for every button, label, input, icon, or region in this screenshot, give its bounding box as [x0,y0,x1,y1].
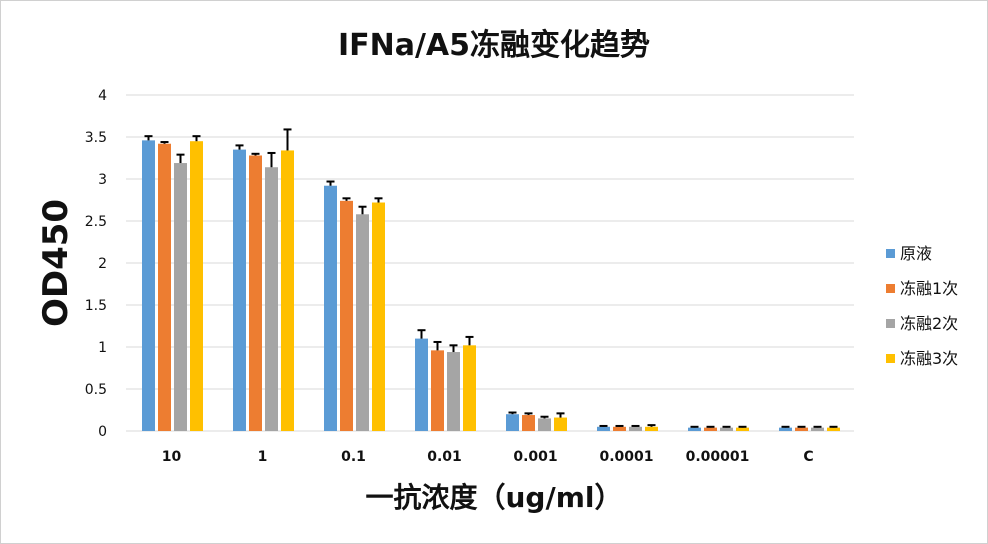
bar [415,338,428,431]
bar [736,427,749,431]
legend-label: 冻融2次 [900,314,958,333]
x-tick-label: 0.001 [513,449,557,465]
bars [142,128,840,432]
legend-label: 冻融3次 [900,349,958,368]
bar [613,426,626,431]
bar [431,350,444,431]
legend-label: 原液 [900,244,932,263]
bar [795,427,808,431]
legend-swatch [886,319,895,328]
bar [174,163,187,432]
y-tick-label: 2.5 [85,214,107,230]
bar [158,143,171,431]
bar [704,427,717,431]
y-tick-label: 3.5 [85,130,107,146]
bar [827,427,840,431]
y-tick-label: 1.5 [85,298,107,314]
bar [538,418,551,431]
bar [779,427,792,431]
legend-swatch [886,249,895,258]
bar [597,426,610,431]
bar [688,427,701,431]
y-tick-label: 1 [98,340,107,356]
x-tick-labels: 10 1 0.1 0.01 0.001 0.0001 0.00001 C [162,449,814,465]
legend-swatch [886,354,895,363]
bar [249,155,262,432]
bar [340,200,353,431]
bar [506,414,519,431]
bar [356,214,369,431]
x-tick-label: 0.1 [341,449,366,465]
bar [372,202,385,431]
y-tick-labels: 0 0.5 1 1.5 2 2.5 3 3.5 4 [85,88,107,440]
bar [233,149,246,431]
bar [142,140,155,432]
bar [324,185,337,431]
x-tick-label: 0.01 [427,449,462,465]
bar [629,426,642,431]
bar [265,167,278,432]
x-tick-label: 10 [162,449,182,465]
bar [281,150,294,431]
legend-label: 冻融1次 [900,279,958,298]
grid-lines [126,94,854,432]
y-tick-label: 0 [98,424,107,440]
y-tick-label: 0.5 [85,382,107,398]
bar [190,141,203,431]
x-tick-label: 1 [258,449,268,465]
chart-title: IFNa/A5冻融变化趋势 [338,28,650,63]
bar [645,426,658,431]
legend-swatch [886,284,895,293]
bar [811,427,824,431]
y-axis-label: OD450 [36,199,76,327]
y-tick-label: 4 [98,88,107,104]
x-axis-label: 一抗浓度（ug/ml） [366,481,623,514]
x-tick-label: C [803,449,813,465]
bar [522,415,535,431]
bar [720,427,733,431]
y-tick-label: 2 [98,256,107,272]
bar [554,417,567,431]
y-tick-label: 3 [98,172,107,188]
x-tick-label: 0.00001 [686,449,750,465]
bar [447,352,460,431]
bar [463,345,476,431]
x-tick-label: 0.0001 [599,449,653,465]
